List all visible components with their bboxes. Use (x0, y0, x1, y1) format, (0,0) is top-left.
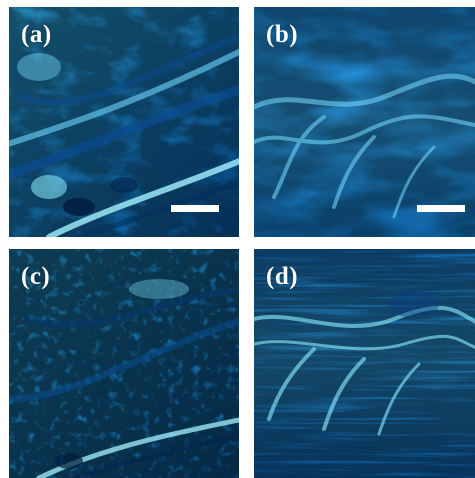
panel-d-image (254, 249, 475, 478)
panel-a-scale-bar (171, 205, 219, 212)
panel-a: (a) (9, 7, 239, 237)
panel-d: (d) (254, 249, 475, 478)
panel-a-label: (a) (21, 21, 52, 48)
panel-b-label: (b) (266, 21, 299, 48)
panel-c-label: (c) (21, 263, 51, 290)
panel-a-image (9, 7, 239, 237)
panel-b: (b) (254, 7, 475, 237)
panel-b-scale-bar (417, 205, 465, 212)
panel-c: (c) (9, 249, 239, 478)
panel-b-image (254, 7, 475, 237)
panel-c-image (9, 249, 239, 478)
panel-d-label: (d) (266, 263, 299, 290)
